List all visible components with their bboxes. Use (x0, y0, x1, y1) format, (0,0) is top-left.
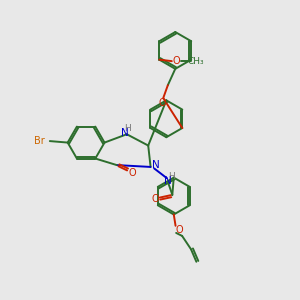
Text: N: N (121, 128, 129, 138)
Text: O: O (128, 168, 136, 178)
Text: O: O (158, 98, 166, 108)
Text: H: H (169, 172, 176, 181)
Text: H: H (124, 124, 131, 133)
Text: N: N (164, 176, 172, 186)
Text: N: N (152, 160, 160, 170)
Text: Br: Br (34, 136, 45, 146)
Text: CH₃: CH₃ (187, 57, 204, 66)
Text: O: O (176, 225, 184, 235)
Text: O: O (151, 194, 159, 204)
Text: O: O (172, 56, 180, 66)
